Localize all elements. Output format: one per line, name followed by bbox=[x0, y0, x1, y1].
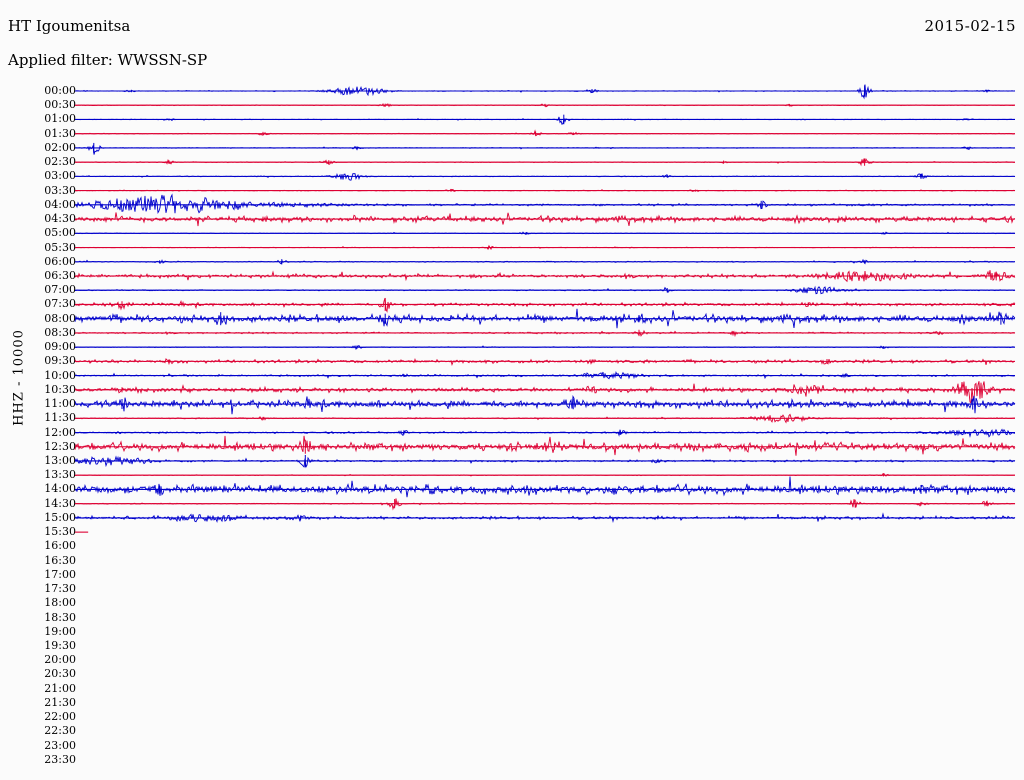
time-label: 15:30 bbox=[44, 525, 76, 539]
time-label: 23:30 bbox=[44, 752, 76, 766]
trace-row bbox=[74, 244, 1016, 251]
time-label: 08:30 bbox=[44, 325, 76, 339]
trace-row bbox=[74, 413, 1016, 424]
record-date: 2015-02-15 bbox=[924, 17, 1016, 35]
time-label: 03:00 bbox=[44, 169, 76, 183]
time-label: 06:30 bbox=[44, 268, 76, 282]
seismogram-plot: 00:00 00:30 01:00 01:30 02:00 02:30 03:00 03:30… bbox=[0, 78, 1024, 778]
time-label: 00:00 bbox=[44, 84, 76, 97]
time-label: 14:00 bbox=[44, 482, 76, 496]
trace-row bbox=[74, 270, 1016, 283]
trace-row bbox=[74, 358, 1016, 367]
trace-row bbox=[74, 512, 1016, 524]
time-label: 22:30 bbox=[44, 724, 76, 738]
time-label: 11:00 bbox=[44, 397, 76, 411]
trace-row bbox=[74, 193, 1016, 215]
time-label: 08:00 bbox=[44, 311, 76, 325]
time-label: 20:00 bbox=[44, 653, 76, 667]
trace-row bbox=[74, 370, 1016, 380]
trace-row bbox=[74, 394, 1016, 415]
applied-filter-label: Applied filter: WWSSN-SP bbox=[8, 51, 208, 69]
time-label: 01:30 bbox=[44, 126, 76, 140]
trace-row bbox=[74, 476, 1016, 498]
time-label: 15:00 bbox=[44, 510, 76, 524]
trace-row bbox=[74, 428, 1016, 438]
time-label: 03:30 bbox=[44, 183, 76, 197]
trace-canvas bbox=[74, 84, 1016, 533]
time-label: 05:30 bbox=[44, 240, 76, 254]
trace-row bbox=[74, 172, 1016, 181]
time-label: 22:00 bbox=[44, 710, 76, 724]
time-label: 19:00 bbox=[44, 624, 76, 638]
time-label: 09:00 bbox=[44, 340, 76, 354]
trace-row bbox=[74, 129, 1016, 137]
time-label: 12:00 bbox=[44, 425, 76, 439]
trace-row bbox=[74, 103, 1016, 108]
trace-row bbox=[74, 473, 1016, 477]
time-label: 04:30 bbox=[44, 212, 76, 226]
trace-row bbox=[74, 84, 1016, 100]
trace-row bbox=[74, 344, 1016, 351]
time-label: 06:00 bbox=[44, 254, 76, 268]
trace-row bbox=[74, 142, 1016, 155]
trace-row bbox=[74, 308, 1016, 329]
time-label: 00:30 bbox=[44, 98, 76, 112]
time-label: 21:00 bbox=[44, 681, 76, 695]
trace-row bbox=[74, 435, 1016, 456]
trace-row bbox=[74, 114, 1015, 126]
time-label: 19:30 bbox=[44, 638, 76, 652]
time-label: 21:30 bbox=[44, 695, 76, 709]
trace-row bbox=[74, 498, 1016, 511]
time-label: 04:00 bbox=[44, 197, 76, 211]
time-label: 13:00 bbox=[44, 453, 76, 467]
time-label: 07:30 bbox=[44, 297, 76, 311]
time-axis-labels: 00:00 00:30 01:00 01:30 02:00 02:30 03:00 03:30… bbox=[0, 78, 76, 778]
time-label: 13:30 bbox=[44, 468, 76, 482]
time-label: 07:00 bbox=[44, 283, 76, 297]
time-label: 18:00 bbox=[44, 596, 76, 610]
trace-row bbox=[74, 381, 1016, 404]
time-label: 02:30 bbox=[44, 155, 76, 169]
time-label: 17:00 bbox=[44, 567, 76, 581]
time-label: 10:30 bbox=[44, 382, 76, 396]
time-label: 18:30 bbox=[44, 610, 76, 624]
time-label: 10:00 bbox=[44, 368, 76, 382]
time-label: 09:30 bbox=[44, 354, 76, 368]
trace-row bbox=[74, 231, 1016, 236]
trace-row bbox=[74, 297, 1016, 313]
trace-row bbox=[74, 188, 1016, 193]
trace-row bbox=[74, 158, 1016, 167]
time-label: 23:00 bbox=[44, 738, 76, 752]
time-label: 01:00 bbox=[44, 112, 76, 126]
time-label: 12:30 bbox=[44, 439, 76, 453]
trace-row bbox=[75, 285, 1016, 295]
trace-row bbox=[74, 329, 1016, 338]
time-label: 05:00 bbox=[44, 226, 76, 240]
time-label: 14:30 bbox=[44, 496, 76, 510]
trace-row bbox=[74, 258, 1016, 265]
time-label: 16:00 bbox=[44, 539, 76, 553]
page-title: HT Igoumenitsa bbox=[8, 17, 131, 35]
time-label: 16:30 bbox=[44, 553, 76, 567]
time-label: 11:30 bbox=[44, 411, 76, 425]
trace-row bbox=[74, 454, 1016, 469]
trace-row bbox=[74, 212, 1016, 227]
time-label: 20:30 bbox=[44, 667, 76, 681]
time-label: 02:00 bbox=[44, 140, 76, 154]
time-label: 17:30 bbox=[44, 582, 76, 596]
